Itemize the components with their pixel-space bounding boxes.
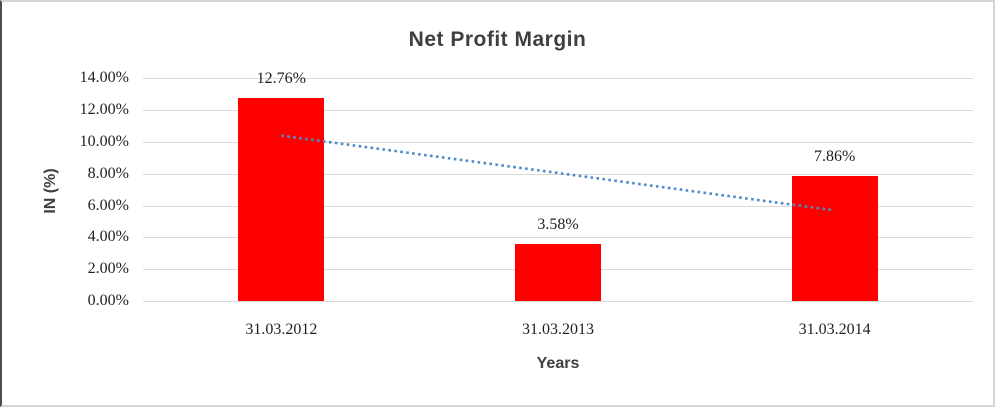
y-tick-label: 2.00%: [87, 260, 129, 278]
y-tick-label: 6.00%: [87, 196, 129, 214]
x-axis-title: Years: [536, 355, 580, 372]
y-tick-label: 0.00%: [87, 292, 129, 309]
y-tick-label: 10.00%: [79, 133, 129, 150]
x-category-label: 31.03.2014: [798, 321, 871, 338]
gridline: [143, 78, 973, 80]
y-tick-label: 8.00%: [87, 164, 129, 182]
x-category-label: 31.03.2012: [245, 321, 318, 338]
gridline: [143, 301, 973, 302]
y-tick-label: 14.00%: [79, 69, 129, 87]
y-tick-label: 12.00%: [79, 101, 129, 119]
y-tick-label: 4.00%: [87, 228, 129, 246]
chart-title: Net Profit Margin: [408, 28, 587, 51]
gridline: [143, 237, 973, 239]
bar-value-label: 3.58%: [537, 216, 579, 234]
bar-value-label: 12.76%: [256, 70, 306, 88]
bar: [515, 244, 601, 301]
gridline: [143, 110, 973, 112]
bar: [238, 98, 325, 301]
x-category-label: 31.03.2013: [522, 321, 594, 338]
bar-value-label: 7.86%: [813, 148, 856, 166]
bar: [791, 176, 878, 301]
